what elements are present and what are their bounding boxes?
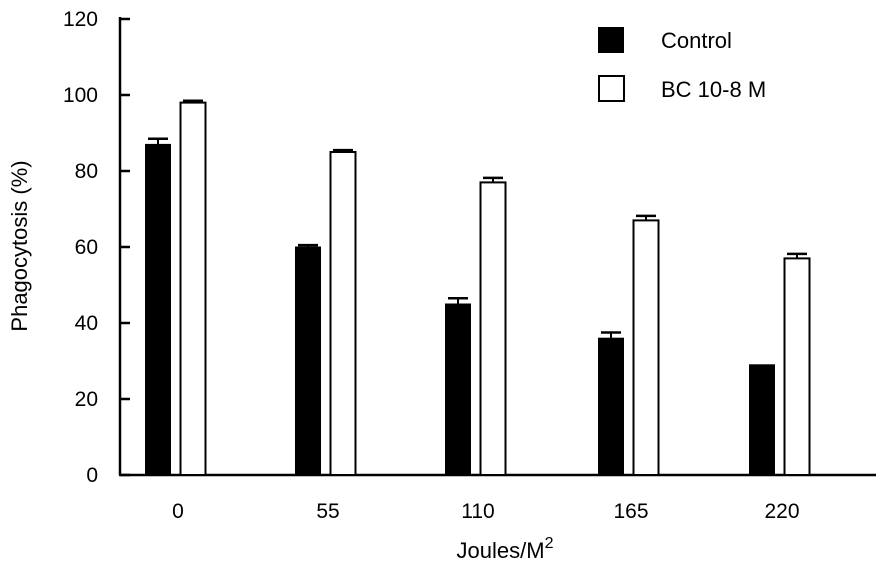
y-axis-title: Phagocytosis (%)	[7, 160, 32, 331]
legend-swatch-control	[598, 27, 624, 53]
legend: Control BC 10-8 M	[598, 27, 766, 102]
control-bar	[295, 246, 321, 476]
y-tick-label: 80	[75, 160, 98, 183]
x-ticks: 0 55 110 165 220	[172, 500, 799, 523]
bc-bar	[632, 219, 660, 476]
bc-bar	[179, 101, 207, 476]
y-tick-label: 0	[86, 464, 98, 487]
x-axis-title: Joules/M2	[457, 535, 554, 563]
x-tick-label: 0	[172, 500, 184, 523]
legend-label-control: Control	[661, 28, 732, 53]
x-tick-label: 220	[764, 500, 799, 523]
x-tick-label: 165	[613, 500, 648, 523]
legend-swatch-bc	[598, 75, 625, 102]
bc-bar	[329, 151, 357, 476]
x-axis-title-text: Joules/M	[457, 538, 545, 563]
legend-label-bc: BC 10-8 M	[661, 77, 766, 102]
y-tick-label: 60	[75, 236, 98, 259]
bars	[145, 99, 811, 476]
y-tick-label: 120	[63, 8, 98, 31]
y-tick-label: 100	[63, 84, 98, 107]
bc-bar	[479, 181, 507, 476]
y-ticks: 0 20 40 60 80 100 120	[63, 8, 130, 487]
y-tick-label: 20	[75, 388, 98, 411]
control-bar	[445, 303, 471, 476]
y-tick-label: 40	[75, 312, 98, 335]
x-axis-title-superscript: 2	[545, 535, 554, 552]
control-bar	[749, 364, 775, 476]
bc-bar	[783, 257, 811, 476]
control-bar	[598, 337, 624, 476]
x-tick-label: 110	[461, 500, 494, 523]
x-tick-label: 55	[316, 500, 339, 523]
control-bar	[145, 143, 171, 476]
